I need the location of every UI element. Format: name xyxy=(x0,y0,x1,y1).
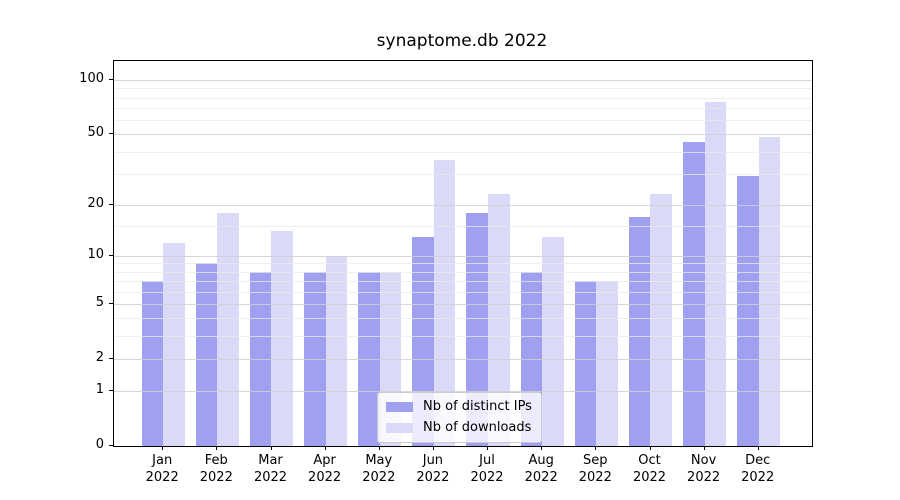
y-axis-tick-mark xyxy=(109,203,113,205)
gridline-minor xyxy=(114,336,812,338)
legend-item-nb-of-distinct-ips: Nb of distinct IPs xyxy=(386,399,532,415)
legend-label-nb-of-downloads: Nb of downloads xyxy=(423,420,532,435)
bar-nb-of-distinct-ips xyxy=(628,216,651,446)
gridline-major xyxy=(114,255,812,257)
legend-label-nb-of-distinct-ips: Nb of distinct IPs xyxy=(423,399,532,414)
bar-nb-of-distinct-ips xyxy=(249,271,272,446)
gridline-minor xyxy=(114,120,812,121)
bar-nb-of-distinct-ips xyxy=(304,271,326,446)
bar-nb-of-downloads xyxy=(596,281,618,446)
x-axis-tick-mark xyxy=(270,446,272,450)
gridline-major xyxy=(114,391,812,392)
x-axis-tick-label: Dec 2022 xyxy=(741,453,775,485)
chart-title: synaptome.db 2022 xyxy=(376,31,548,51)
bar-nb-of-distinct-ips xyxy=(574,281,597,446)
x-axis-tick-label: Feb 2022 xyxy=(199,453,233,485)
gridline-major xyxy=(114,134,812,136)
gridline-minor xyxy=(114,318,812,320)
gridline-major xyxy=(114,303,812,305)
x-axis-tick-mark xyxy=(541,446,543,450)
bar-nb-of-downloads xyxy=(650,193,673,446)
bar-nb-of-downloads xyxy=(488,193,510,446)
gridline-minor xyxy=(114,97,812,99)
y-axis-tick-label: 100 xyxy=(79,71,104,86)
x-axis-tick-mark xyxy=(649,446,651,450)
gridline-minor xyxy=(114,226,812,228)
bar-nb-of-distinct-ips xyxy=(683,142,705,446)
y-axis-tick-label: 0 xyxy=(95,437,104,452)
gridline-minor xyxy=(114,173,812,175)
y-axis-tick-mark xyxy=(109,445,113,446)
x-axis-tick-mark xyxy=(378,446,380,450)
bar-nb-of-downloads xyxy=(704,101,727,446)
x-axis-tick-mark xyxy=(487,446,488,450)
x-axis-tick-label: Mar 2022 xyxy=(253,453,288,485)
x-axis-tick-label: Sep 2022 xyxy=(578,453,612,485)
gridline-major xyxy=(114,358,812,360)
x-axis-tick-mark xyxy=(757,446,759,450)
y-axis-tick-label: 5 xyxy=(95,294,104,310)
bar-nb-of-downloads xyxy=(325,255,348,446)
gridline-minor xyxy=(114,291,812,293)
x-axis-tick-label: Oct 2022 xyxy=(632,453,667,485)
x-axis-tick-mark xyxy=(432,446,434,450)
bar-nb-of-downloads xyxy=(163,242,185,446)
y-axis-tick-label: 2 xyxy=(95,349,104,365)
y-axis-tick-mark xyxy=(109,390,113,391)
gridline-minor xyxy=(114,88,812,90)
legend-swatch-nb-of-downloads xyxy=(386,423,413,433)
gridline-major xyxy=(114,80,812,81)
legend-swatch-nb-of-distinct-ips xyxy=(386,402,413,412)
gridline-major xyxy=(114,204,812,206)
gridline-minor xyxy=(114,271,812,273)
legend-item-nb-of-downloads: Nb of downloads xyxy=(386,420,532,436)
bar-nb-of-distinct-ips xyxy=(195,263,218,446)
y-axis-tick-label: 10 xyxy=(87,246,104,262)
y-axis-tick-label: 20 xyxy=(87,195,104,211)
bar-nb-of-downloads xyxy=(271,231,294,446)
x-axis-tick-label: Jul 2022 xyxy=(470,453,504,485)
bar-nb-of-distinct-ips xyxy=(466,212,489,446)
y-axis-tick-label: 1 xyxy=(95,382,104,397)
y-axis-tick-mark xyxy=(109,254,113,256)
x-axis-tick-label: Aug 2022 xyxy=(524,453,558,485)
x-axis-tick-mark xyxy=(324,446,326,450)
x-axis-tick-label: Jun 2022 xyxy=(416,453,450,485)
gridline-minor xyxy=(114,263,812,265)
y-axis-tick-mark xyxy=(109,302,113,304)
gridline-minor xyxy=(114,151,812,153)
bar-nb-of-distinct-ips xyxy=(358,271,380,446)
bar-nb-of-distinct-ips xyxy=(141,281,164,446)
gridline-minor xyxy=(114,108,812,109)
x-axis-tick-mark xyxy=(216,446,218,450)
bar-nb-of-downloads xyxy=(217,212,239,446)
bar-nb-of-downloads xyxy=(433,159,456,446)
gridline-minor xyxy=(114,281,812,283)
x-axis-tick-mark xyxy=(162,446,164,450)
bar-nb-of-downloads xyxy=(542,236,564,446)
x-axis-tick-label: Jan 2022 xyxy=(145,453,179,485)
x-axis-tick-label: Nov 2022 xyxy=(687,453,721,485)
x-axis-tick-label: May 2022 xyxy=(362,453,396,485)
y-axis-tick-mark xyxy=(109,79,113,80)
y-axis-tick-mark xyxy=(109,133,113,135)
y-axis-tick-label: 50 xyxy=(87,125,104,141)
plot-area: Nb of distinct IPs Nb of downloads xyxy=(113,60,813,447)
x-axis-tick-mark xyxy=(595,446,597,450)
y-axis-tick-mark xyxy=(109,357,113,359)
legend: Nb of distinct IPs Nb of downloads xyxy=(377,392,542,443)
bar-nb-of-distinct-ips xyxy=(737,176,759,446)
x-axis-tick-label: Apr 2022 xyxy=(308,453,342,485)
x-axis-tick-mark xyxy=(703,446,705,450)
